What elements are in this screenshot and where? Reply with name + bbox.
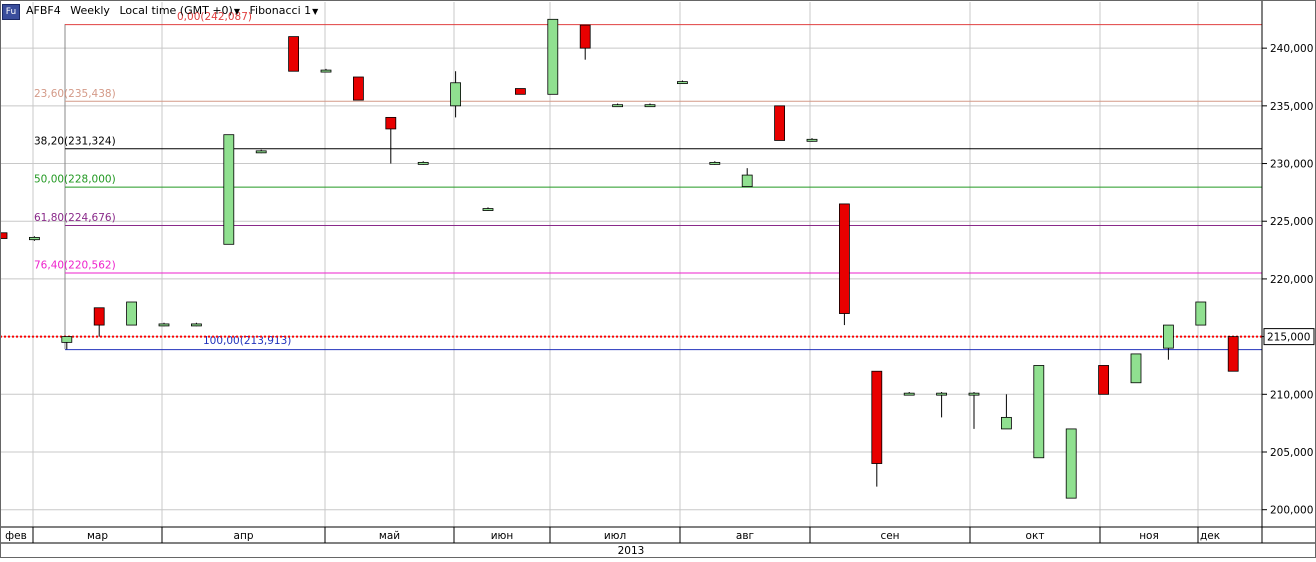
candle-body	[1098, 365, 1109, 395]
candle-body	[223, 134, 235, 245]
current-price-badge	[1263, 328, 1315, 346]
month-label: фев	[5, 530, 27, 542]
fibonacci-level-label: 23,60(235,438)	[34, 88, 116, 100]
candle-body	[741, 174, 753, 188]
candle-body	[385, 116, 397, 130]
y-tick-label: 210,000	[1270, 389, 1313, 401]
y-tick-label: 200,000	[1270, 505, 1313, 517]
y-tick-label: 225,000	[1270, 216, 1313, 228]
candle-body	[806, 138, 818, 142]
candle-body	[612, 104, 623, 108]
y-tick-label: 230,000	[1270, 159, 1313, 171]
candle-body	[450, 82, 462, 107]
candle-body	[871, 370, 883, 464]
fibonacci-lines: 0,00(242,087) 23,60(235,438) 38,20(231,324…	[0, 11, 1262, 351]
candle-body	[417, 161, 429, 165]
symbol-label: AFBF4	[26, 4, 61, 17]
indicator-dropdown-icon[interactable]: ▼	[312, 7, 319, 16]
timezone-label[interactable]: Local time (GMT +0)	[119, 4, 233, 17]
candle-body	[515, 88, 526, 95]
y-tick-label: 220,000	[1270, 274, 1313, 286]
month-label: авг	[736, 530, 754, 542]
period-label: Weekly	[70, 4, 110, 17]
month-label: ноя	[1139, 530, 1159, 542]
y-tick-label: 240,000	[1270, 43, 1313, 55]
candle-body	[644, 104, 656, 108]
candle-body	[968, 392, 980, 396]
y-tick-label: 235,000	[1270, 101, 1313, 113]
candle-body	[903, 392, 915, 396]
candle-body	[126, 301, 137, 326]
fibonacci-level-label: 38,20(231,324)	[34, 135, 116, 147]
candle-body	[0, 232, 8, 239]
month-label: июл	[604, 530, 626, 542]
month-label: май	[379, 530, 400, 542]
current-price-label: 215,000	[1267, 332, 1310, 344]
candle-body	[255, 150, 267, 154]
candle-body	[93, 307, 105, 326]
candle-body	[1033, 365, 1045, 459]
month-label: мар	[87, 530, 108, 542]
candle-body	[1001, 416, 1012, 430]
candle-body	[482, 208, 494, 211]
fibonacci-level-label: 76,40(220,562)	[34, 259, 116, 271]
candle-body	[547, 18, 559, 95]
candle-body	[1195, 301, 1207, 326]
candle-body	[936, 392, 947, 396]
candle-body	[1163, 324, 1174, 349]
fibonacci-level-label: 61,80(224,676)	[34, 212, 116, 224]
timezone-dropdown-icon[interactable]: ▼	[233, 7, 240, 16]
year-label: 2013	[618, 545, 645, 557]
candle-body	[677, 81, 688, 85]
candle-body	[28, 236, 40, 241]
candles	[0, 18, 1239, 499]
fibonacci-level-label: 0,00(242,087)	[177, 11, 252, 23]
candle-body	[158, 323, 170, 327]
candle-body	[288, 36, 300, 72]
indicator-label[interactable]: Fibonacci 1	[249, 4, 312, 17]
candle-body	[839, 203, 850, 314]
candle-body	[61, 336, 73, 343]
fibonacci-level-label: 100,00(213,913)	[203, 335, 291, 347]
candle-body	[709, 161, 721, 165]
candle-body	[579, 24, 591, 49]
month-label: июн	[491, 530, 514, 542]
month-label: сен	[880, 530, 899, 542]
candle-body	[320, 69, 332, 73]
y-tick-label: 205,000	[1270, 447, 1313, 459]
candle-body	[352, 76, 364, 101]
candle-body	[190, 323, 202, 327]
month-label: апр	[234, 530, 254, 542]
chart-header: Fu AFBF4 Weekly Local time (GMT +0)▼ Fib…	[2, 4, 319, 20]
month-label: окт	[1026, 530, 1045, 542]
grid	[0, 2, 1262, 527]
candle-body	[1130, 353, 1142, 384]
candle-body	[1065, 428, 1077, 499]
candle-body	[1227, 336, 1239, 372]
fibonacci-level-label: 50,00(228,000)	[34, 174, 116, 186]
candle-body	[774, 105, 785, 141]
instrument-icon[interactable]: Fu	[2, 4, 20, 20]
month-label: дек	[1200, 530, 1220, 542]
